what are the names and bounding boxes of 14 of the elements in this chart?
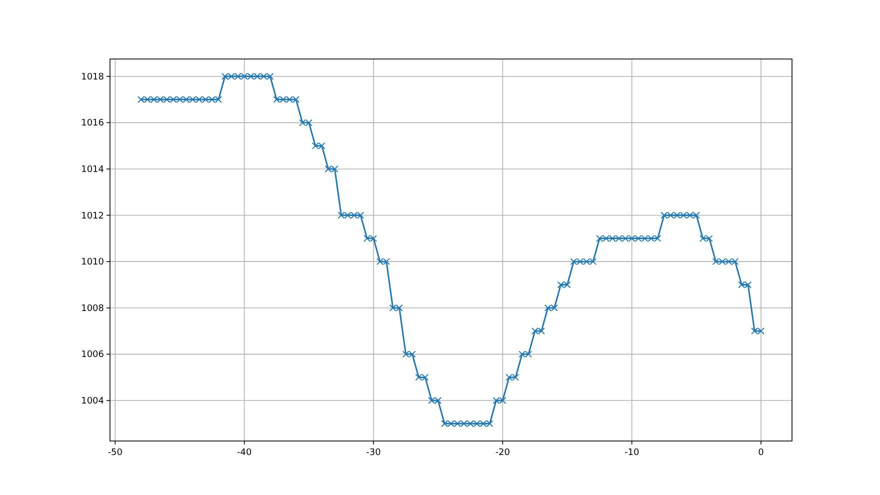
y-tick-label: 1016 — [81, 118, 104, 129]
y-tick-label: 1006 — [81, 350, 104, 360]
x-tick-label: -10 — [624, 448, 640, 458]
y-tick-label: 1012 — [81, 211, 104, 222]
y-tick-label: 1008 — [81, 304, 104, 314]
x-tick-label: -50 — [108, 448, 123, 458]
y-tick-label: 1004 — [81, 396, 104, 406]
y-tick-label: 1014 — [81, 164, 104, 175]
y-tick-label: 1018 — [81, 72, 104, 82]
x-tick-label: -40 — [236, 448, 252, 458]
y-tick-label: 1010 — [81, 258, 104, 268]
x-tick-label: -30 — [366, 448, 382, 458]
x-tick-label: -20 — [495, 448, 510, 458]
x-tick-label: 0 — [758, 448, 764, 458]
